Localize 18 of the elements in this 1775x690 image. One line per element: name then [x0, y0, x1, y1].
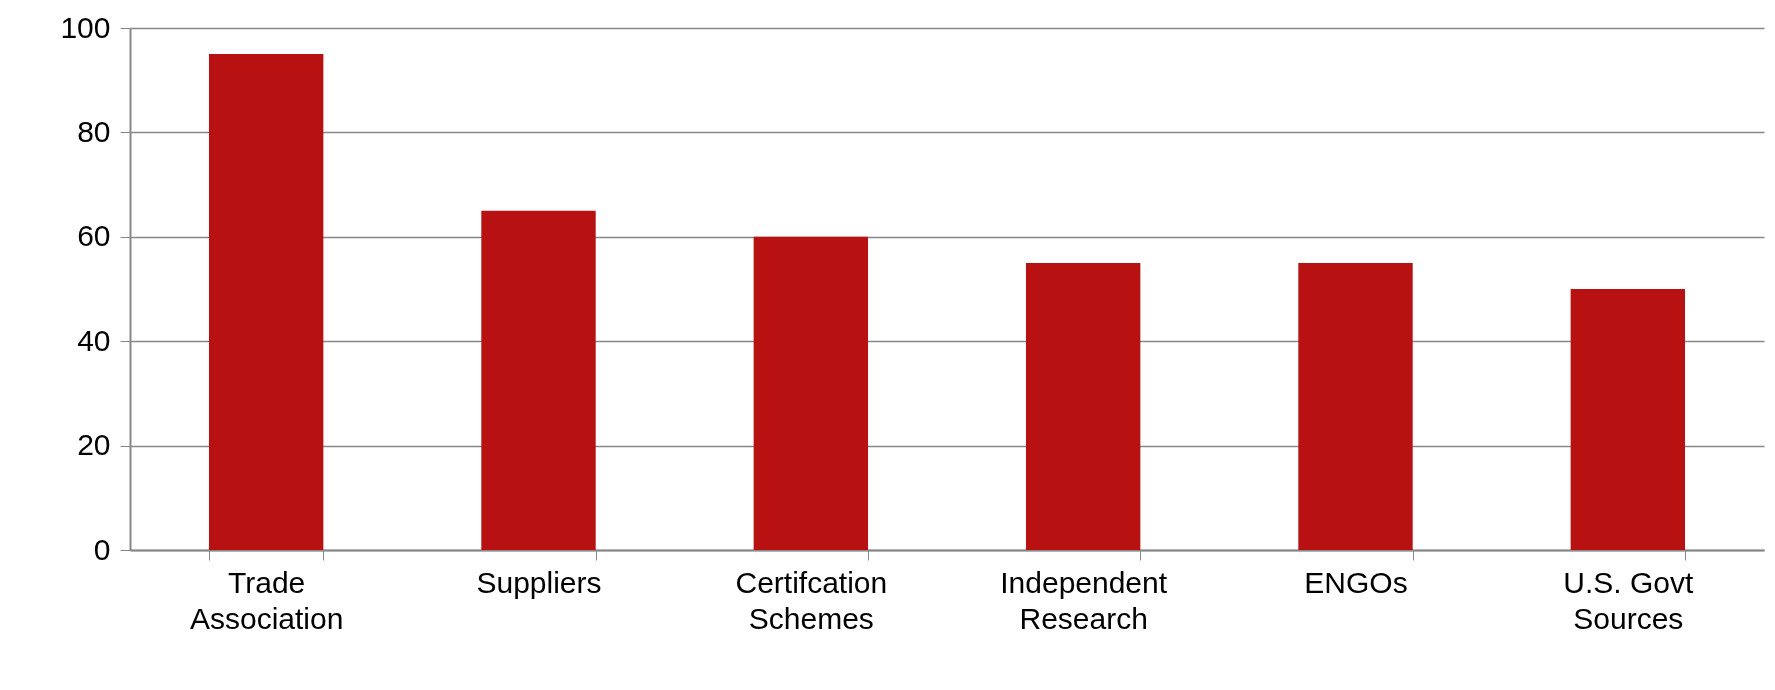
x-tick-label: ENGOs [1304, 565, 1408, 599]
y-tick-label: 0 [93, 532, 111, 566]
y-tick-label: 60 [77, 219, 111, 253]
bar [1025, 262, 1141, 550]
bar [208, 54, 324, 550]
bar [1298, 262, 1413, 550]
x-tick-label: Independent Research [1000, 565, 1168, 635]
y-tick-label: 40 [77, 323, 111, 357]
x-tick-label: Certifcation Schemes [735, 565, 888, 635]
x-tick-label: Trade Association [189, 565, 344, 635]
bar [1570, 289, 1686, 550]
bar [753, 236, 869, 550]
y-tick-label: 100 [60, 10, 111, 44]
bar [481, 210, 596, 550]
x-tick-label: Suppliers [476, 565, 602, 599]
y-tick-label: 80 [77, 114, 111, 148]
x-tick-label: U.S. Govt Sources [1563, 565, 1695, 635]
y-tick-label: 20 [77, 428, 111, 462]
